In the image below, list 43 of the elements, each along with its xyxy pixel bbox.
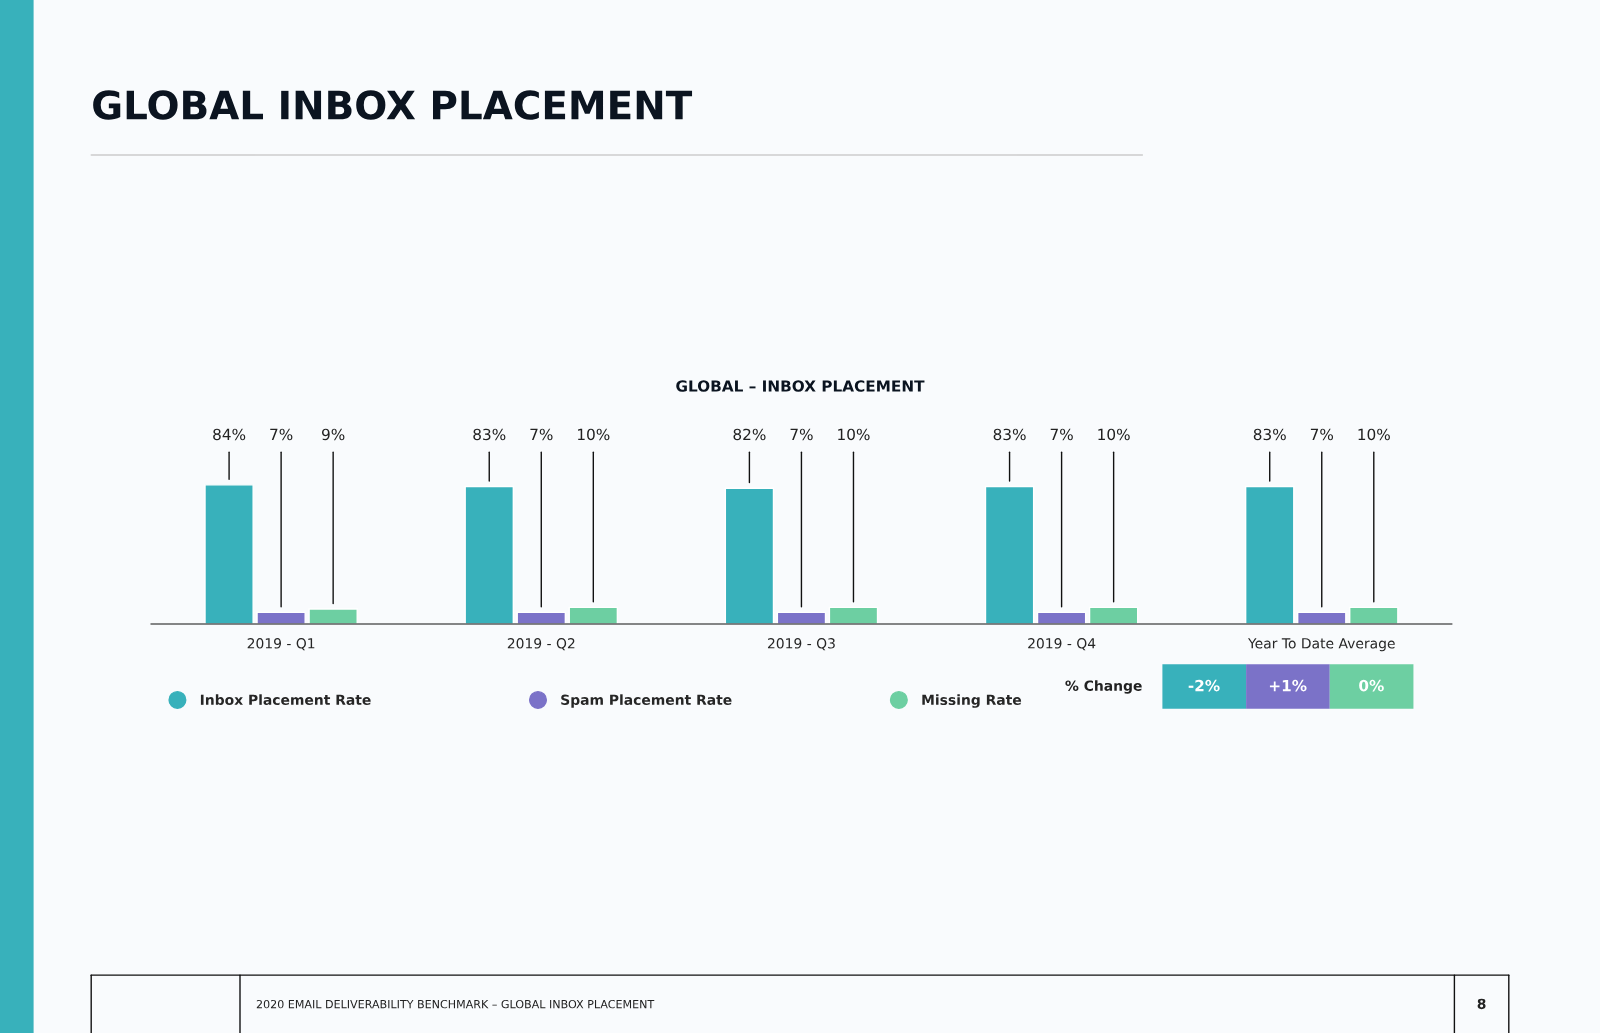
x-tick-label: 2019 - Q2 — [507, 638, 575, 651]
x-tick-label: 2019 - Q1 — [247, 638, 315, 651]
text: +1% — [1269, 679, 1307, 692]
text: -2% — [1188, 679, 1220, 692]
bar — [256, 611, 306, 624]
data-label: 7% — [790, 428, 813, 441]
data-label: 83% — [473, 428, 506, 441]
legend-label: Spam Placement Rate — [561, 694, 732, 708]
bar — [308, 608, 358, 624]
data-label: 7% — [530, 428, 553, 441]
bar — [828, 606, 879, 624]
data-label: 82% — [733, 428, 766, 441]
data-label: 10% — [838, 428, 870, 441]
data-label: 7% — [1050, 428, 1073, 441]
bar — [1349, 606, 1399, 624]
data-label: 7% — [1310, 428, 1334, 441]
text: % Change — [1065, 680, 1142, 694]
data-label: 83% — [1253, 428, 1286, 441]
data-label: 84% — [213, 428, 246, 441]
text: 2020 EMAIL DELIVERABILITY BENCHMARK – GLOBAL INBOX PLACEMENT — [256, 999, 655, 1009]
data-label: 7% — [270, 428, 293, 441]
data-label: 9% — [322, 428, 345, 441]
legend-label: Inbox Placement Rate — [200, 694, 371, 706]
bar — [984, 485, 1035, 624]
x-tick-label: 2019 - Q4 — [1028, 638, 1096, 651]
data-label: 10% — [1358, 428, 1390, 441]
bar — [724, 487, 775, 624]
bar — [1297, 611, 1347, 624]
text: 0% — [1359, 679, 1384, 692]
bar — [464, 485, 515, 624]
x-tick-label: 2019 - Q3 — [767, 638, 835, 651]
text: 8 — [1477, 998, 1486, 1010]
data-label: 83% — [993, 428, 1026, 441]
bar — [204, 484, 254, 624]
legend-label: Missing Rate — [922, 694, 1022, 708]
bar — [1244, 485, 1295, 624]
data-label: 10% — [578, 428, 610, 441]
bar — [1088, 606, 1139, 624]
data-label: 10% — [1098, 428, 1130, 441]
chart-title: GLOBAL INBOX PLACEMENT — [93, 90, 693, 120]
chart-subtitle: GLOBAL – INBOX PLACEMENT — [676, 380, 925, 392]
x-tick-label: Year To Date Average — [1247, 638, 1395, 652]
bar — [568, 606, 619, 624]
